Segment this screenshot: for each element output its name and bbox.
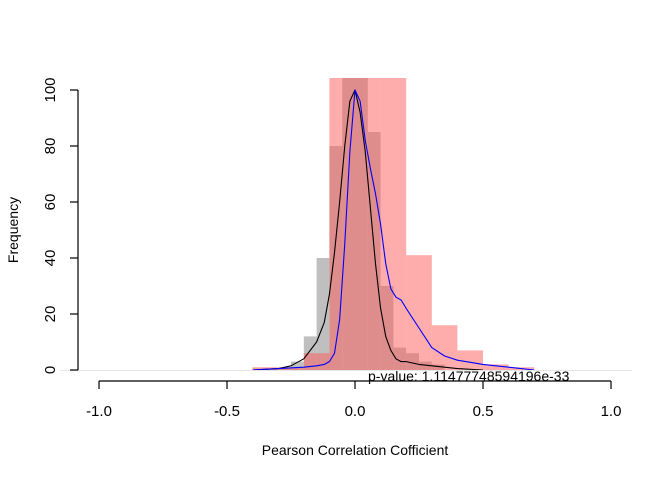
histogram-bar — [329, 78, 355, 370]
density-curve-1 — [252, 89, 484, 371]
density-curve-2 — [252, 89, 535, 371]
y-tick-label: 40 — [42, 250, 59, 267]
x-tick-label: -1.0 — [86, 403, 112, 420]
x-tick-label: 1.0 — [601, 403, 622, 420]
histogram-bar — [406, 255, 432, 370]
histogram-bar — [483, 364, 509, 370]
p-value-annotation: p-value: 1.11477748594196e-33 — [368, 368, 570, 384]
y-tick-label: 60 — [42, 194, 59, 211]
x-tick-label: 0.5 — [473, 403, 494, 420]
y-tick-label: 80 — [42, 138, 59, 155]
y-tick-label: 20 — [42, 306, 59, 323]
histogram-bar — [278, 367, 304, 370]
histogram-bar — [457, 350, 483, 370]
histogram-bar — [431, 325, 458, 370]
density-curves — [252, 89, 535, 371]
y-axis-title: Frequency — [5, 197, 21, 263]
histogram-bar — [355, 78, 381, 370]
x-tick-label: 0.0 — [345, 403, 366, 420]
histogram-bar — [291, 361, 304, 370]
histogram-bar — [303, 353, 330, 370]
y-tick-label: 0 — [42, 366, 59, 374]
series-2 — [252, 78, 535, 370]
histogram-bar — [252, 367, 279, 370]
histogram-bar — [316, 258, 330, 370]
x-axis-title: Pearson Correlation Cofficient — [262, 442, 449, 458]
axes: -1.0 -0.5 0.0 0.5 1.0 0 20 40 60 80 100 — [42, 77, 632, 420]
y-tick-label: 100 — [42, 77, 59, 102]
histogram-bar — [380, 78, 407, 370]
x-tick-label: -0.5 — [214, 403, 240, 420]
histogram-bars — [252, 78, 535, 370]
